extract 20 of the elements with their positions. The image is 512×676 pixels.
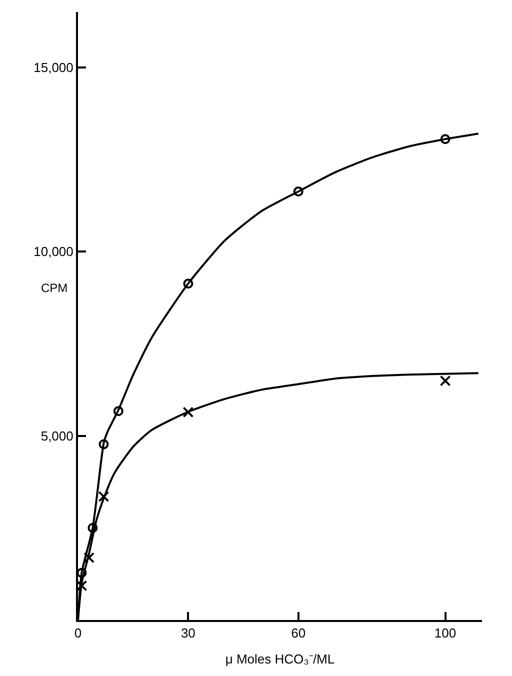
- point: [293, 186, 304, 196]
- y-tick-label: 10,000: [34, 244, 74, 260]
- point: [113, 406, 124, 416]
- y-tick-label: 15,000: [34, 60, 74, 75]
- point: [84, 552, 95, 564]
- point: [182, 406, 194, 418]
- point: [98, 439, 109, 450]
- x-tick-label: 0: [74, 626, 82, 641]
- y-axis-title: CPM: [41, 281, 68, 295]
- x-axis-title: μ Moles HCO₃⁻/ML: [225, 652, 335, 667]
- point: [88, 522, 98, 533]
- point: [78, 568, 87, 578]
- y-tick-label: 5,000: [40, 428, 74, 444]
- x-tick-label: 60: [291, 626, 306, 641]
- point: [440, 375, 451, 386]
- point: [183, 278, 194, 289]
- x-tick-label: 30: [180, 626, 196, 641]
- x-tick-label: 100: [434, 626, 456, 641]
- point: [440, 134, 450, 144]
- point: [98, 491, 110, 502]
